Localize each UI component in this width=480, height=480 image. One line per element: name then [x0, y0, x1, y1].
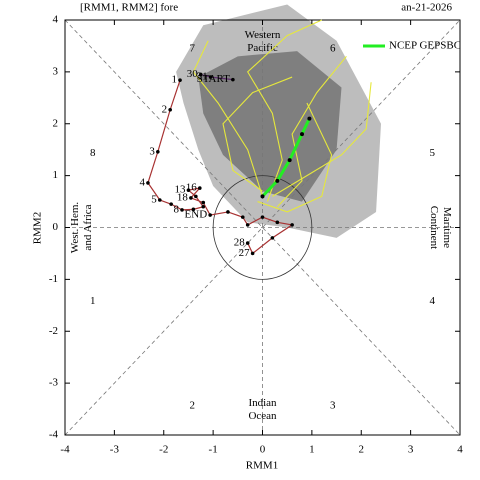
title-right: an-21-2026 [401, 2, 452, 14]
title-left: [RMM1, RMM2] fore [80, 2, 178, 14]
region-label: Western [245, 29, 281, 41]
mean-point [300, 132, 304, 137]
unit-circle [212, 175, 313, 280]
spread-area [198, 51, 342, 202]
day-label: 16 [186, 182, 198, 194]
observed-point [201, 204, 206, 209]
phase-number: 3 [330, 399, 336, 411]
observed-point [240, 215, 245, 219]
x-tick-label: 0 [260, 444, 266, 456]
observed-point [186, 188, 191, 192]
observed-point [201, 200, 206, 205]
y-tick-label: -1 [49, 273, 58, 285]
ensemble-member [192, 40, 264, 197]
x-tick-label: -1 [209, 444, 218, 456]
observed-point [290, 223, 294, 227]
y-tick-label: 4 [53, 14, 59, 26]
x-tick-label: -3 [110, 444, 120, 456]
day-label: START [197, 73, 231, 85]
y-tick-label: -3 [49, 377, 59, 389]
ensemble-member [222, 76, 293, 192]
observed-point [169, 202, 173, 206]
observed-point [158, 198, 162, 202]
x-tick-label: 1 [309, 444, 315, 456]
day-label: 13 [174, 184, 186, 196]
y-tick-label: 0 [53, 221, 59, 233]
y-tick-label: 2 [53, 117, 59, 129]
phase-number: 1 [90, 295, 96, 307]
y-axis-label: RMM2 [32, 212, 44, 244]
day-label: 1 [172, 74, 178, 86]
mean-point [307, 116, 312, 121]
region-label: and Africa [82, 204, 94, 250]
observed-point [191, 207, 196, 212]
x-tick-label: 3 [408, 444, 414, 456]
y-tick-label: 3 [53, 65, 59, 77]
spread-layer [176, 4, 381, 238]
phase-divider [64, 19, 461, 436]
ensemble-member [272, 82, 372, 197]
day-label: 5 [151, 194, 157, 206]
observed-point [178, 78, 182, 82]
mean-point [287, 158, 292, 163]
x-axis-label: RMM1 [246, 460, 278, 472]
y-tick-label: -4 [49, 429, 59, 441]
legend-label: NCEP GEPSBC [389, 40, 461, 52]
ensemble-member [257, 102, 333, 213]
phase-number: 7 [189, 43, 195, 55]
day-label: 31 [197, 71, 208, 83]
x-tick-label: 2 [359, 444, 365, 456]
observed-point [197, 186, 202, 190]
observed-point [180, 208, 184, 212]
x-tick-label: -2 [159, 444, 168, 456]
phase-number: 2 [189, 399, 195, 411]
x-tick-label: 4 [457, 444, 463, 456]
region-label: Maritime [441, 207, 453, 248]
observed-point [156, 149, 160, 154]
day-label: END [185, 209, 208, 221]
observed-point [226, 210, 230, 214]
day-label: 3 [149, 145, 155, 157]
observed-point [146, 181, 150, 185]
x-tick-label: -4 [60, 444, 70, 456]
observed-point [250, 251, 255, 256]
mean-point [275, 178, 280, 183]
day-label: 28 [234, 237, 246, 249]
phase-number: 4 [429, 295, 435, 307]
region-label: Ocean [248, 410, 277, 422]
region-label: Continent [428, 206, 440, 249]
day-label: 30 [187, 68, 199, 80]
ensemble-member [276, 55, 347, 208]
day-label: 18 [177, 191, 189, 203]
observed-point [208, 75, 213, 79]
observed-point [208, 213, 212, 217]
y-tick-label: 1 [53, 169, 59, 181]
observed-point [168, 107, 172, 112]
observed-point [194, 194, 198, 199]
observed-point [275, 220, 280, 225]
day-label: 4 [139, 176, 145, 188]
ensemble-member [246, 19, 322, 202]
phase-number: 5 [429, 147, 435, 159]
day-label: 27 [239, 247, 251, 259]
region-label: West. Hem. [69, 202, 81, 254]
y-tick-label: -2 [49, 325, 58, 337]
observed-track [147, 79, 294, 255]
phase-number: 8 [90, 147, 96, 159]
observed-point [245, 223, 250, 227]
mean-point [260, 194, 265, 199]
observed-point [270, 236, 275, 240]
phase-number: 6 [330, 43, 336, 55]
region-label: Indian [248, 397, 277, 409]
observed-point [198, 72, 203, 77]
observed-point [245, 241, 250, 245]
day-label: 2 [162, 103, 168, 115]
phase-divider [64, 19, 461, 436]
day-label: 8 [174, 203, 180, 215]
observed-point [260, 215, 265, 219]
observed-point [189, 196, 193, 200]
observed-point [231, 77, 235, 82]
